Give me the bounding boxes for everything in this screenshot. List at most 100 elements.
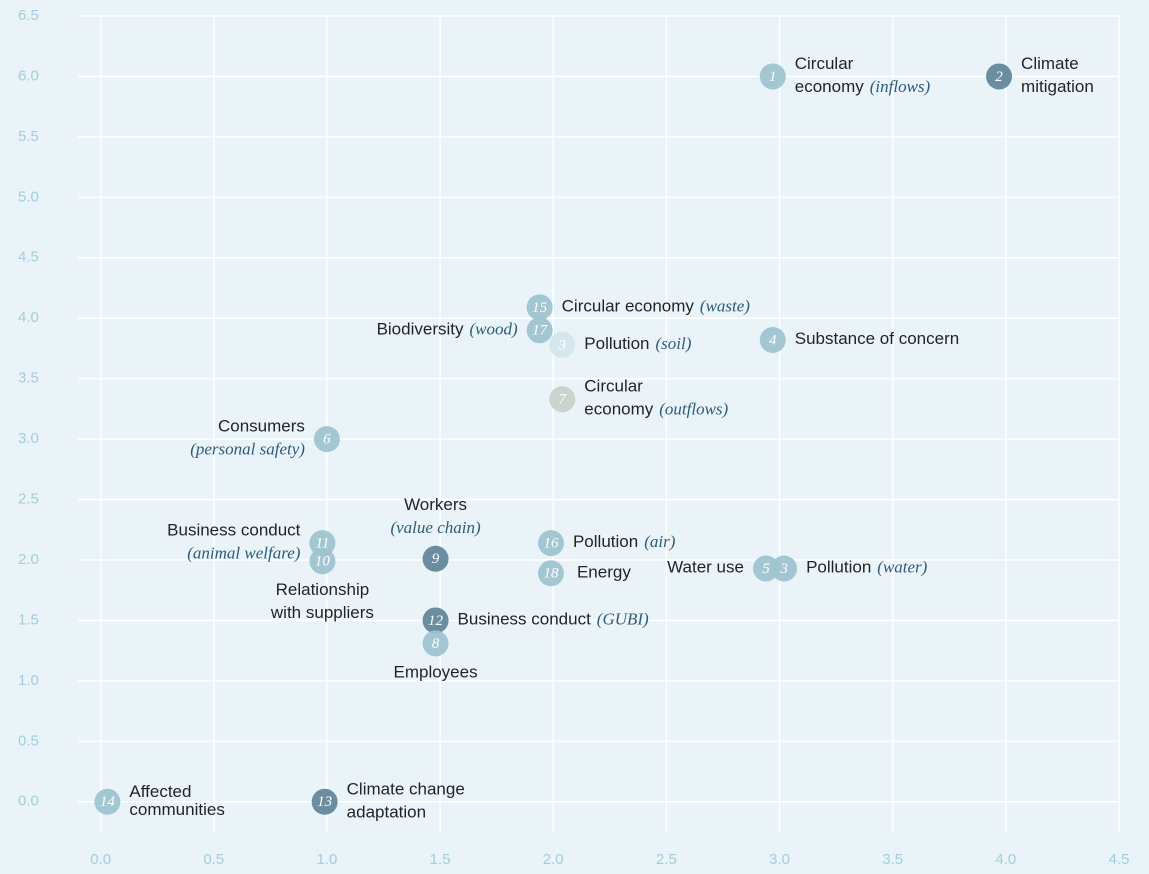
qualifier: (personal safety) xyxy=(190,440,305,459)
point xyxy=(422,545,449,572)
point xyxy=(94,788,121,815)
x-tick-label: 0.5 xyxy=(203,851,224,868)
point-number: 12 xyxy=(428,613,444,629)
point-label: Climate change xyxy=(347,780,465,799)
point-label: Substance of concern xyxy=(795,329,959,348)
label-text: Business conduct xyxy=(167,521,301,540)
x-tick-label: 1.5 xyxy=(430,851,451,868)
x-tick-label: 3.5 xyxy=(882,851,903,868)
point-label: Energy xyxy=(577,563,631,582)
label-text: Affected xyxy=(129,782,191,801)
label-text: Circular xyxy=(795,54,854,73)
point-number: 17 xyxy=(532,323,549,339)
point-number: 14 xyxy=(100,794,116,810)
point xyxy=(311,788,338,815)
y-tick-label: 4.5 xyxy=(18,249,39,266)
point-label: communities xyxy=(129,800,224,819)
point-number: 11 xyxy=(315,536,329,552)
point xyxy=(422,607,449,634)
point-label: adaptation xyxy=(347,803,426,822)
point xyxy=(313,426,340,453)
qualifier: (GUBI) xyxy=(597,609,649,628)
point xyxy=(752,555,779,582)
point-label: Consumers xyxy=(218,417,305,436)
label-text: with suppliers xyxy=(270,604,374,623)
point-label: economy (inflows) xyxy=(795,77,931,97)
label-text: Energy xyxy=(577,563,631,582)
point xyxy=(526,294,553,321)
y-tick-label: 0.0 xyxy=(18,793,39,810)
y-tick-label: 5.5 xyxy=(18,128,39,145)
point-number: 2 xyxy=(995,69,1003,85)
y-tick-label: 3.0 xyxy=(18,430,39,447)
point-number: 3 xyxy=(558,337,567,353)
y-tick-label: 1.0 xyxy=(18,672,39,689)
x-tick-label: 4.5 xyxy=(1109,851,1130,868)
label-text: Climate xyxy=(1021,54,1079,73)
point xyxy=(526,317,553,344)
point-label: Biodiversity (wood) xyxy=(377,319,518,339)
label-text: Water use xyxy=(667,558,744,577)
label-text: adaptation xyxy=(347,803,426,822)
point-label: Pollution (water) xyxy=(806,557,928,577)
point-number: 18 xyxy=(543,566,559,582)
label-text: Pollution xyxy=(573,533,638,552)
point-label: Pollution (air) xyxy=(573,532,676,552)
point-label: Employees xyxy=(394,663,478,682)
point xyxy=(986,63,1013,90)
point xyxy=(549,331,576,358)
point-number: 16 xyxy=(543,536,559,552)
y-tick-label: 5.0 xyxy=(18,188,39,205)
label-text: Substance of concern xyxy=(795,329,959,348)
point xyxy=(422,630,449,657)
label-text: mitigation xyxy=(1021,77,1094,96)
point-label: (animal welfare) xyxy=(187,543,300,562)
point xyxy=(537,560,564,587)
point xyxy=(759,326,786,353)
point xyxy=(309,530,336,557)
point-number: 1 xyxy=(769,69,777,85)
point-label: Circular xyxy=(584,377,643,396)
point-label: Business conduct xyxy=(167,521,301,540)
label-text: Pollution xyxy=(806,558,871,577)
label-text: Pollution xyxy=(584,334,649,353)
label-text: Circular economy xyxy=(562,297,695,316)
point xyxy=(771,555,798,582)
x-tick-label: 4.0 xyxy=(995,851,1016,868)
point-number: 15 xyxy=(532,300,548,316)
label-text: Consumers xyxy=(218,417,305,436)
point xyxy=(549,386,576,413)
x-tick-label: 3.0 xyxy=(769,851,790,868)
point-label: economy (outflows) xyxy=(584,400,728,420)
y-tick-label: 1.5 xyxy=(18,611,39,628)
qualifier: (waste) xyxy=(700,296,750,315)
qualifier: (inflows) xyxy=(870,77,931,96)
point-number: 6 xyxy=(323,432,331,448)
point-number: 4 xyxy=(769,332,777,348)
point-number: 5 xyxy=(762,561,770,577)
qualifier: (wood) xyxy=(469,319,518,338)
y-tick-label: 6.0 xyxy=(18,67,39,84)
label-text: Workers xyxy=(404,495,467,514)
point xyxy=(537,530,564,557)
label-text: Business conduct xyxy=(458,610,592,629)
point-number: 10 xyxy=(315,554,331,570)
point-label: with suppliers xyxy=(270,604,374,623)
qualifier: (water) xyxy=(877,557,927,576)
label-text: communities xyxy=(129,800,224,819)
y-tick-label: 6.5 xyxy=(18,7,39,24)
point xyxy=(759,63,786,90)
qualifier: (animal welfare) xyxy=(187,543,300,562)
point-number: 9 xyxy=(432,551,440,567)
x-tick-label: 0.0 xyxy=(90,851,111,868)
y-tick-label: 2.5 xyxy=(18,491,39,508)
qualifier: (value chain) xyxy=(390,518,480,537)
qualifier: (air) xyxy=(644,532,676,551)
point-number: 3 xyxy=(779,561,788,577)
label-text: Relationship xyxy=(276,581,370,600)
qualifier: (outflows) xyxy=(659,400,728,419)
label-text: economy xyxy=(584,400,653,419)
label-text: Biodiversity xyxy=(377,320,464,339)
point-number: 8 xyxy=(432,636,440,652)
